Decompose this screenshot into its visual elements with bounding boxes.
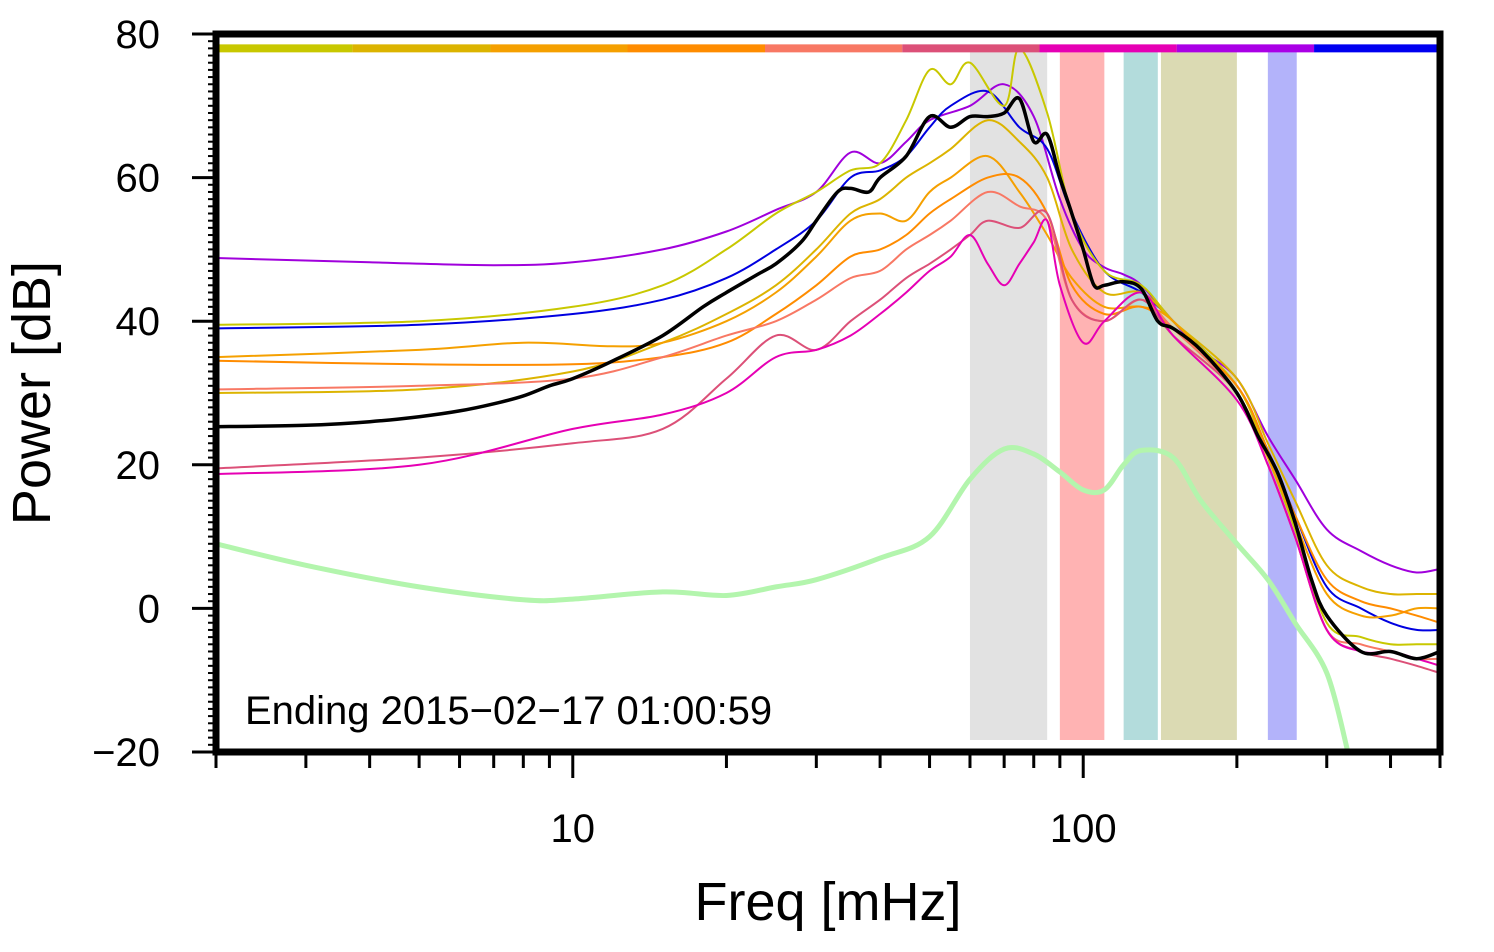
y-tick-label: −20 bbox=[92, 731, 160, 775]
series-line-8 bbox=[216, 218, 1440, 667]
y-axis-title: Power [dB] bbox=[2, 261, 62, 525]
x-tick-label: 100 bbox=[1050, 807, 1117, 851]
timestamp-annotation: Ending 2015−02−17 01:00:59 bbox=[245, 689, 772, 733]
frequency-band-3 bbox=[1160, 46, 1237, 740]
x-axis-title: Freq [mHz] bbox=[694, 872, 961, 932]
y-tick-label: 60 bbox=[116, 157, 161, 201]
series-line-10 bbox=[216, 444, 1351, 752]
color-bar-segment-6 bbox=[1039, 44, 1177, 53]
series-line-5 bbox=[216, 173, 1440, 624]
series-line-9 bbox=[216, 95, 1440, 661]
color-bar-segment-8 bbox=[1314, 44, 1440, 53]
y-axis: −20 0 20 40 60 80 bbox=[92, 13, 216, 775]
series-lines bbox=[216, 47, 1440, 752]
series-line-3 bbox=[216, 119, 1440, 596]
color-bar-segment-4 bbox=[765, 44, 903, 53]
frequency-band-0 bbox=[969, 46, 1048, 740]
y-tick-label: 40 bbox=[116, 300, 161, 344]
color-bar-segment-7 bbox=[1176, 44, 1315, 53]
series-line-1 bbox=[216, 89, 1440, 632]
frequency-band-1 bbox=[1059, 46, 1105, 740]
plot-frame bbox=[212, 30, 1444, 756]
y-tick-label: 0 bbox=[138, 587, 160, 631]
y-tick-label: 20 bbox=[116, 444, 161, 488]
series-line-7 bbox=[216, 209, 1440, 674]
time-color-bar bbox=[216, 44, 1440, 53]
color-bar-segment-2 bbox=[490, 44, 628, 53]
x-axis: 10 100 bbox=[214, 752, 1442, 851]
x-tick-label: 10 bbox=[551, 807, 596, 851]
color-bar-segment-0 bbox=[216, 44, 353, 53]
frequency-band-4 bbox=[1267, 46, 1297, 740]
color-bar-segment-1 bbox=[352, 44, 491, 53]
y-minor-ticks bbox=[208, 33, 216, 753]
frequency-bands bbox=[969, 46, 1297, 740]
color-bar-segment-5 bbox=[902, 44, 1040, 53]
color-bar-segment-3 bbox=[627, 44, 766, 53]
series-line-0 bbox=[216, 83, 1440, 574]
y-tick-label: 80 bbox=[116, 13, 161, 57]
frequency-band-2 bbox=[1123, 46, 1158, 740]
